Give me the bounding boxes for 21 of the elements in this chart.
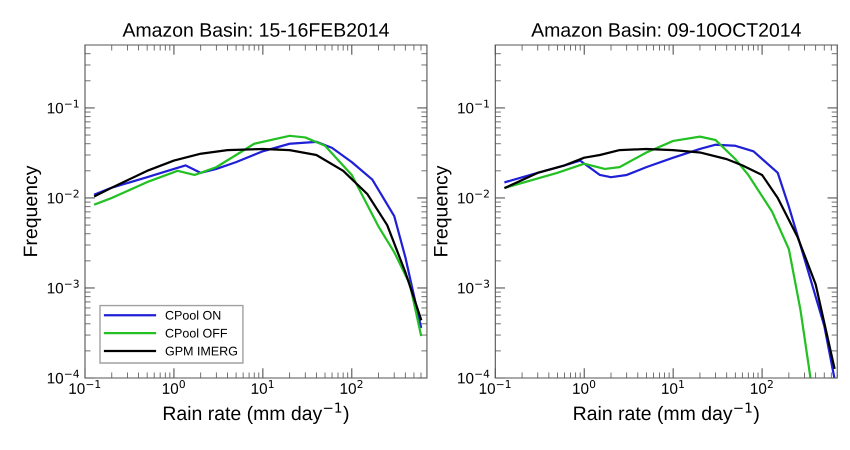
x-tick-label: 10$^{2}$: [340, 380, 362, 394]
x-tick-label: 10$^{0}$: [162, 380, 185, 394]
x-axis-title: Rain rate (mm day$^{−1}$): [574, 402, 759, 424]
legend-label: CPool OFF: [166, 328, 228, 338]
x-tick-label: 10$^{1}$: [252, 380, 274, 394]
y-tick-label: 10$^{−2}$: [48, 190, 79, 204]
chart-title: Amazon Basin: 09-10OCT2014: [531, 22, 801, 37]
x-axis-title: Rain rate (mm day$^{−1}$): [164, 402, 348, 424]
x-tick-label: 10$^{2}$: [751, 380, 773, 394]
y-tick-label: 10$^{−3}$: [48, 280, 79, 294]
y-axis-title: Frequency: [24, 166, 42, 256]
chart-title: Amazon Basin: 15-16FEB2014: [122, 22, 389, 37]
legend-label: CPool ON: [166, 310, 220, 320]
y-tick-label: 10$^{−1}$: [458, 100, 489, 114]
y-axis-title: Frequency: [434, 166, 452, 256]
x-tick-label: 10$^{0}$: [573, 380, 596, 394]
y-tick-label: 10$^{−3}$: [458, 280, 490, 294]
legend-label: GPM IMERG: [166, 346, 237, 356]
y-tick-label: 10$^{−2}$: [458, 190, 489, 204]
x-tick-label: 10$^{1}$: [662, 380, 684, 394]
y-tick-label: 10$^{−1}$: [48, 100, 79, 114]
